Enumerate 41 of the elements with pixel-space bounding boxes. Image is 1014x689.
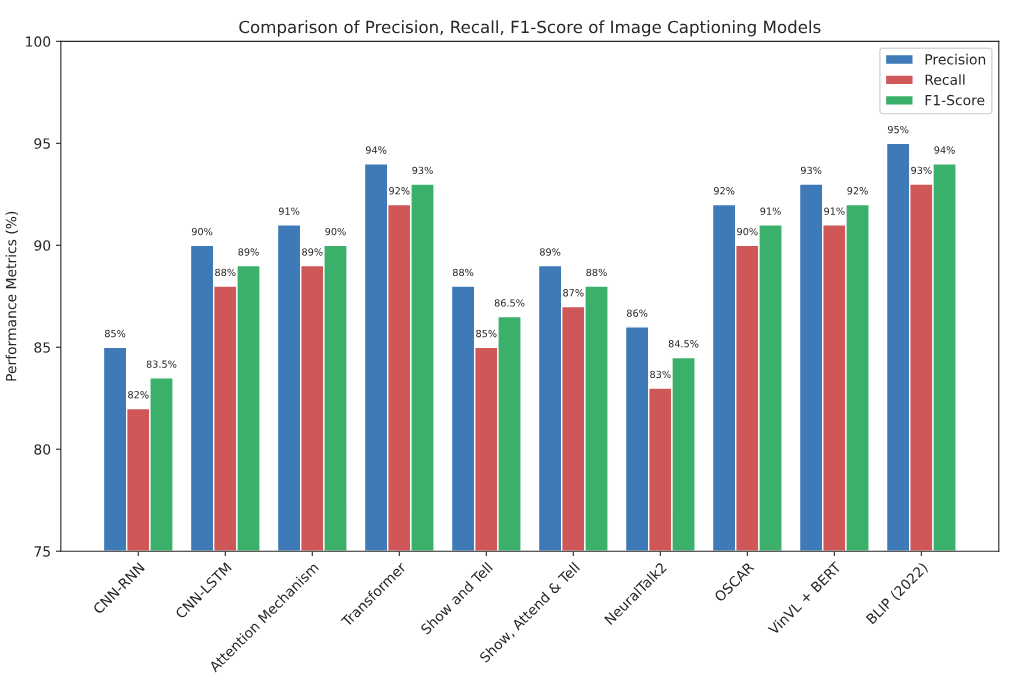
y-tick-label: 85 [34, 342, 50, 353]
y-tick-label: 100 [26, 36, 51, 47]
data-label: 89% [539, 248, 561, 256]
data-label: 92% [713, 187, 735, 195]
data-label: 93% [412, 166, 433, 175]
legend-label: Precision [925, 53, 986, 65]
data-label: 91% [824, 207, 845, 215]
y-axis-title: Performance Metrics (%) [5, 211, 18, 381]
data-label: 94% [365, 146, 387, 154]
data-label: 90% [325, 227, 346, 236]
data-label: 82% [128, 391, 149, 399]
data-label: 88% [452, 268, 474, 277]
data-label: 93% [800, 166, 822, 175]
data-label: 85% [476, 329, 497, 338]
data-label: 90% [737, 227, 758, 236]
y-tick-label: 75 [34, 546, 50, 557]
data-label: 86% [626, 309, 648, 317]
y-tick-label: 80 [34, 444, 51, 455]
data-label: 92% [389, 187, 410, 195]
data-label: 91% [760, 207, 781, 215]
data-label: 88% [215, 268, 236, 277]
data-label: 84.5% [668, 340, 699, 348]
data-label: 86.5% [494, 299, 525, 307]
data-label: 83.5% [146, 360, 177, 368]
data-label: 89% [302, 248, 323, 256]
data-label: 91% [278, 207, 300, 215]
legend-label: F1-Score [925, 94, 985, 106]
data-label: 87% [563, 289, 584, 297]
data-label: 92% [847, 187, 868, 195]
data-label: 83% [650, 370, 671, 378]
data-label: 90% [191, 227, 213, 236]
data-label: 95% [887, 125, 909, 134]
y-tick-label: 95 [34, 138, 50, 149]
data-label: 94% [934, 146, 955, 154]
chart-title: Comparison of Precision, Recall, F1-Score of Image Captioning Models [239, 20, 821, 37]
data-label: 85% [104, 329, 126, 338]
data-label: 93% [911, 166, 932, 175]
y-tick-label: 90 [34, 240, 51, 251]
data-label: 88% [586, 268, 607, 277]
data-label: 89% [238, 248, 259, 256]
legend-label: Recall [925, 74, 965, 85]
